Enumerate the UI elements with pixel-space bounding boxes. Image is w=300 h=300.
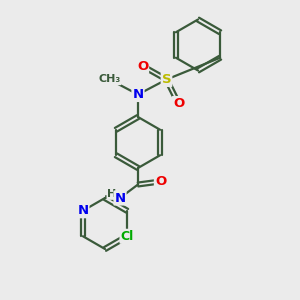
Text: Cl: Cl	[121, 230, 134, 243]
Text: H: H	[107, 189, 116, 200]
Text: N: N	[77, 204, 88, 217]
Text: O: O	[155, 175, 166, 188]
Text: O: O	[173, 97, 184, 110]
Text: CH₃: CH₃	[98, 74, 121, 85]
Text: S: S	[162, 73, 171, 86]
Text: N: N	[114, 191, 126, 205]
Text: N: N	[132, 88, 144, 101]
Text: O: O	[137, 59, 148, 73]
